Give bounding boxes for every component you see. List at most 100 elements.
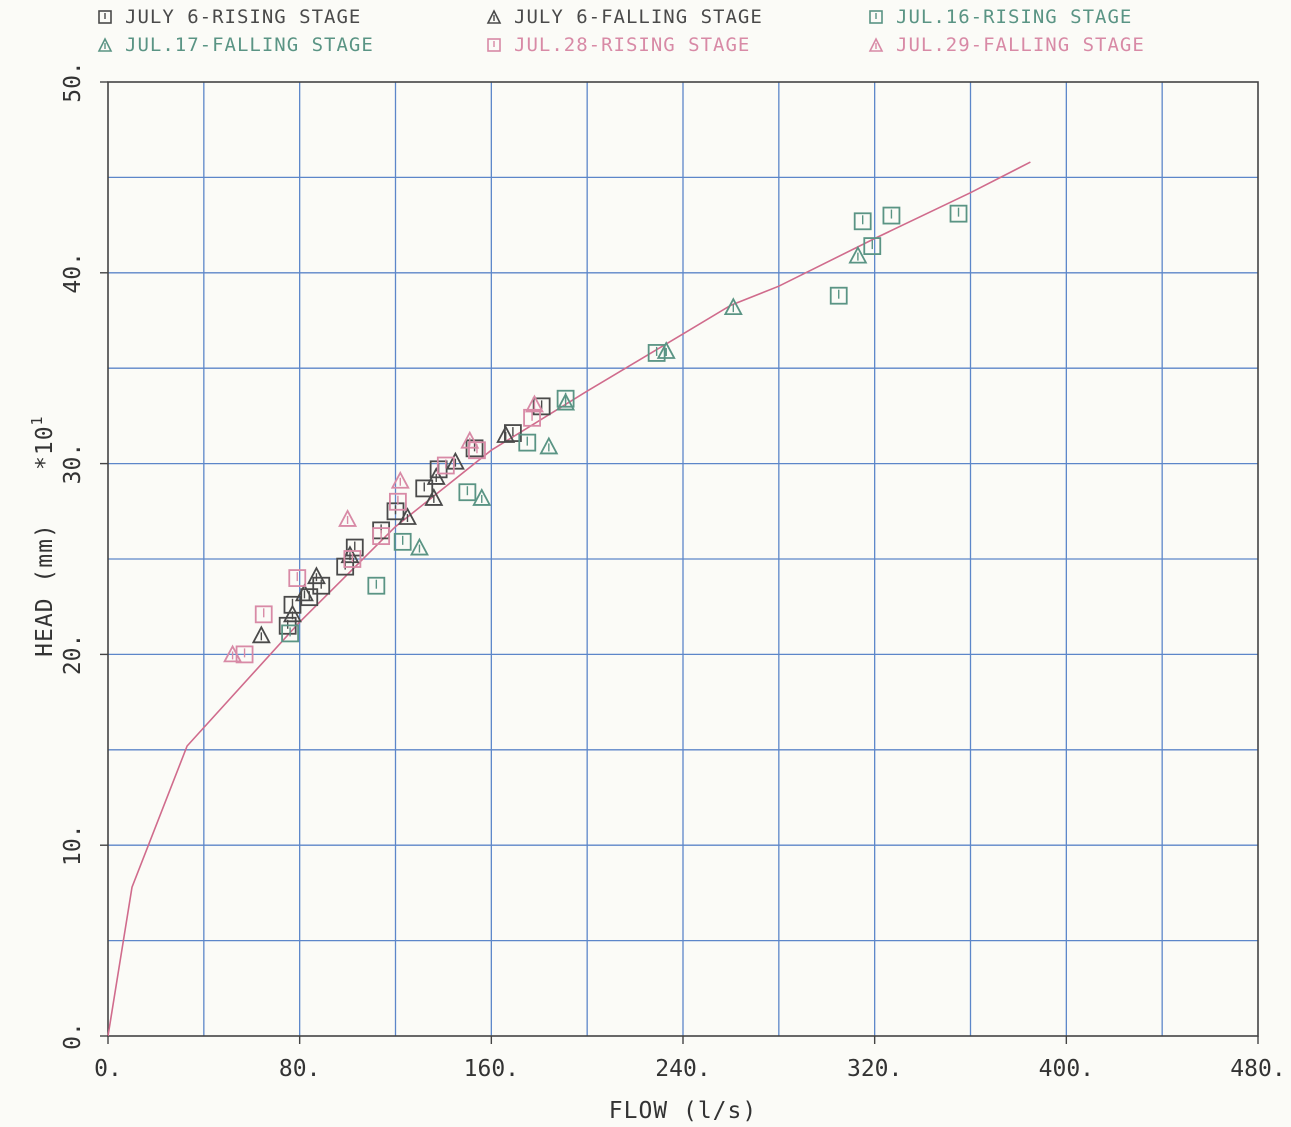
triangle-marker bbox=[723, 297, 743, 316]
triangle-marker bbox=[460, 430, 480, 449]
triangle-marker bbox=[294, 583, 314, 602]
legend-item-jul17-falling: JUL.17-FALLING STAGE bbox=[97, 34, 374, 56]
square-marker-box bbox=[254, 605, 273, 624]
square-marker-icon bbox=[869, 10, 883, 24]
legend-item-jul29-falling: JUL.29-FALLING STAGE bbox=[868, 34, 1145, 56]
triangle-marker bbox=[251, 625, 271, 644]
square-marker-box bbox=[367, 576, 386, 595]
triangle-marker-shape bbox=[496, 425, 516, 443]
square-marker-box bbox=[388, 492, 407, 511]
square-marker bbox=[388, 492, 407, 511]
triangle-marker bbox=[848, 245, 868, 264]
legend-item-jul6-rising: JULY 6-RISING STAGE bbox=[97, 6, 361, 28]
x-axis-title: FLOW (l/s) bbox=[609, 1098, 757, 1124]
y-axis-multiplier-exponent: 1 bbox=[28, 415, 46, 425]
square-marker-box bbox=[300, 588, 319, 607]
triangle-marker bbox=[539, 436, 559, 455]
triangle-marker-icon bbox=[868, 37, 884, 52]
square-marker bbox=[853, 212, 872, 231]
y-tick-label: 50. bbox=[60, 61, 86, 103]
x-tick-label: 320. bbox=[847, 1056, 902, 1082]
grid-lines bbox=[107, 81, 1259, 1037]
triangle-marker bbox=[338, 509, 358, 527]
series-2 bbox=[281, 204, 968, 643]
triangle-marker bbox=[223, 644, 243, 663]
square-marker-box bbox=[853, 212, 872, 231]
legend-item-jul6-falling: JULY 6-FALLING STAGE bbox=[486, 6, 763, 28]
square-marker bbox=[372, 527, 391, 546]
x-tick-label: 0. bbox=[94, 1056, 122, 1082]
triangle-marker bbox=[426, 467, 446, 485]
square-marker bbox=[882, 206, 901, 225]
triangle-marker-shape bbox=[848, 245, 868, 264]
square-marker bbox=[367, 576, 386, 595]
triangle-marker-shape bbox=[424, 488, 444, 506]
square-marker bbox=[312, 576, 331, 595]
legend-label: JULY 6-FALLING STAGE bbox=[514, 6, 763, 28]
triangle-marker-shape bbox=[340, 545, 360, 564]
square-marker bbox=[863, 237, 882, 255]
square-marker bbox=[393, 532, 412, 551]
triangle-marker bbox=[472, 488, 492, 506]
legend-label: JUL.17-FALLING STAGE bbox=[125, 34, 374, 56]
square-marker-box bbox=[523, 408, 541, 427]
triangle-marker-shape bbox=[338, 509, 358, 527]
square-marker bbox=[300, 588, 319, 607]
y-tick-label: 40. bbox=[60, 252, 86, 294]
square-marker-box bbox=[343, 550, 362, 568]
triangle-marker-shape bbox=[445, 451, 465, 470]
y-axis-title: HEAD (mm) bbox=[32, 523, 58, 657]
triangle-marker bbox=[409, 537, 429, 556]
legend: JULY 6-RISING STAGE JULY 6-FALLING STAGE… bbox=[0, 0, 1291, 70]
triangle-marker-shape bbox=[251, 625, 271, 644]
triangle-marker bbox=[524, 394, 544, 413]
series-4 bbox=[235, 408, 541, 664]
y-tick-label: 0. bbox=[60, 1022, 86, 1050]
triangle-marker bbox=[340, 545, 360, 564]
square-marker-box bbox=[386, 502, 405, 521]
legend-label: JUL.28-RISING STAGE bbox=[514, 34, 751, 56]
square-marker-box bbox=[829, 286, 848, 305]
x-tick-label: 80. bbox=[279, 1056, 321, 1082]
triangle-marker bbox=[282, 604, 302, 623]
triangle-marker-shape bbox=[426, 467, 446, 485]
triangle-marker-shape bbox=[723, 297, 743, 316]
square-marker-box bbox=[281, 624, 299, 643]
square-marker-icon bbox=[487, 38, 501, 52]
square-marker-box bbox=[949, 204, 968, 223]
square-marker bbox=[829, 286, 848, 305]
square-marker-box bbox=[458, 483, 477, 502]
y-axis-multiplier-base: *10 bbox=[32, 425, 58, 470]
triangle-marker bbox=[424, 488, 444, 506]
triangle-marker-icon bbox=[97, 37, 113, 52]
series-5 bbox=[223, 394, 544, 663]
fitted-curve bbox=[107, 161, 1031, 1037]
y-tick-label: 20. bbox=[60, 634, 86, 676]
square-marker bbox=[254, 605, 273, 624]
fitted-curve-layer bbox=[107, 161, 1031, 1037]
square-marker bbox=[436, 456, 455, 475]
triangle-marker-shape bbox=[524, 394, 544, 413]
x-tick-label: 400. bbox=[1039, 1056, 1094, 1082]
square-marker-box bbox=[647, 344, 666, 362]
x-tick-label: 160. bbox=[464, 1056, 519, 1082]
square-marker-icon bbox=[98, 10, 112, 24]
y-tick-label: 10. bbox=[60, 824, 86, 866]
square-marker bbox=[415, 479, 434, 498]
square-marker bbox=[518, 433, 537, 452]
y-tick-label: 30. bbox=[60, 443, 86, 485]
triangle-marker bbox=[496, 425, 516, 443]
triangle-marker-shape bbox=[294, 583, 314, 602]
legend-label: JULY 6-RISING STAGE bbox=[125, 6, 362, 28]
triangle-marker bbox=[397, 507, 417, 525]
square-marker-box bbox=[863, 237, 882, 255]
square-marker-box bbox=[436, 456, 455, 475]
tick-labels: 0. 80. 160. 240. 320. 400. 480. 0. 10. 20. 30. 40. 5… bbox=[60, 61, 1286, 1082]
triangle-marker bbox=[556, 392, 576, 411]
triangle-marker bbox=[306, 566, 326, 585]
triangle-marker-shape bbox=[656, 341, 676, 359]
triangle-marker-shape bbox=[460, 430, 480, 449]
y-axis-multiplier: *101 bbox=[28, 415, 58, 470]
triangle-marker-shape bbox=[223, 644, 243, 663]
